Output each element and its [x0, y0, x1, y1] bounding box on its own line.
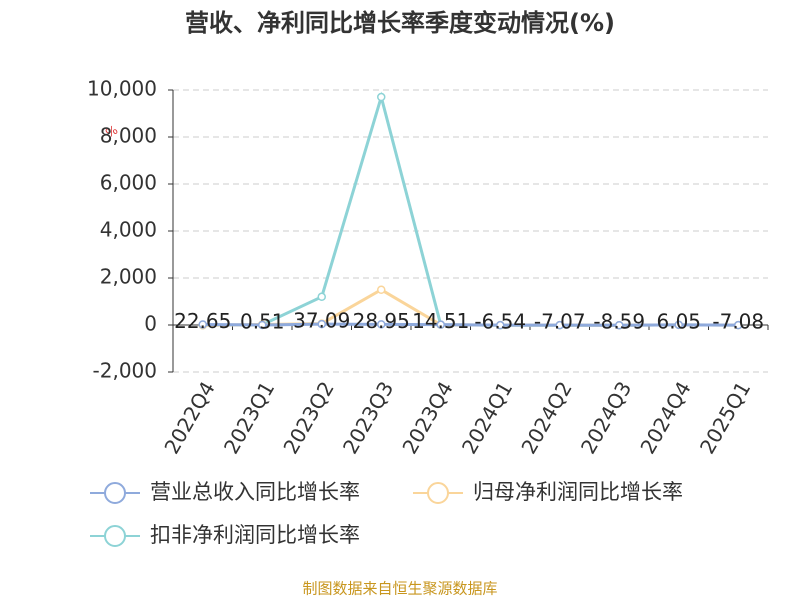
data-point: [377, 320, 386, 329]
y-tick-label: 8,000: [100, 124, 157, 148]
data-point: [377, 92, 386, 102]
data-point: [317, 292, 326, 302]
x-tick-label: 2023Q4: [397, 377, 457, 458]
x-tick-label: 2022Q4: [159, 377, 219, 458]
data-label: 28.95: [353, 309, 410, 333]
y-tick-label: 6,000: [100, 171, 157, 195]
data-point: [496, 320, 505, 330]
data-label: -8.59: [593, 310, 645, 334]
legend-marker: [104, 482, 126, 504]
data-label: -7.08: [712, 310, 764, 334]
data-point: [317, 319, 326, 329]
chart-title: 营收、净利同比增长率季度变动情况(%): [185, 9, 615, 37]
y-tick-label: 4,000: [100, 218, 157, 242]
legend-label: 归母净利润同比增长率: [473, 480, 683, 504]
data-point: [674, 320, 683, 330]
data-label: 0.51: [240, 309, 285, 333]
series-line: [202, 91, 739, 327]
y-tick-label: -2,000: [93, 359, 157, 383]
data-label: 14.51: [412, 309, 469, 333]
data-point: [555, 320, 564, 330]
data-label: 6.05: [656, 309, 701, 333]
data-label: -7.07: [534, 310, 586, 334]
y-tick-label: 0: [144, 312, 157, 336]
legend-marker: [104, 525, 126, 547]
source-note: 制图数据来自恒生聚源数据库: [302, 580, 497, 598]
x-tick-label: 2024Q1: [457, 377, 517, 458]
y-tick-label: 10,000: [87, 77, 157, 101]
data-label: 37.09: [293, 309, 350, 333]
x-tick-label: 2025Q1: [695, 377, 755, 458]
x-tick-label: 2024Q4: [635, 377, 695, 458]
legend-marker: [427, 482, 449, 504]
legend-label: 营业总收入同比增长率: [150, 480, 360, 504]
data-point: [436, 320, 445, 329]
data-point: [198, 320, 207, 329]
data-point: [258, 320, 267, 330]
x-tick-label: 2023Q1: [219, 377, 279, 458]
x-tick-label: 2024Q3: [576, 377, 636, 458]
y-tick-label: 2,000: [100, 265, 157, 289]
x-tick-label: 2023Q3: [338, 377, 398, 458]
data-label: -6.54: [474, 310, 526, 334]
data-point: [734, 320, 743, 330]
series-line: [202, 322, 739, 327]
x-tick-label: 2023Q2: [278, 377, 338, 458]
data-point: [377, 285, 386, 294]
x-tick-label: 2024Q2: [516, 377, 576, 458]
data-label: 22.65: [174, 309, 231, 333]
legend-label: 扣非净利润同比增长率: [150, 523, 360, 547]
data-point: [615, 320, 624, 330]
